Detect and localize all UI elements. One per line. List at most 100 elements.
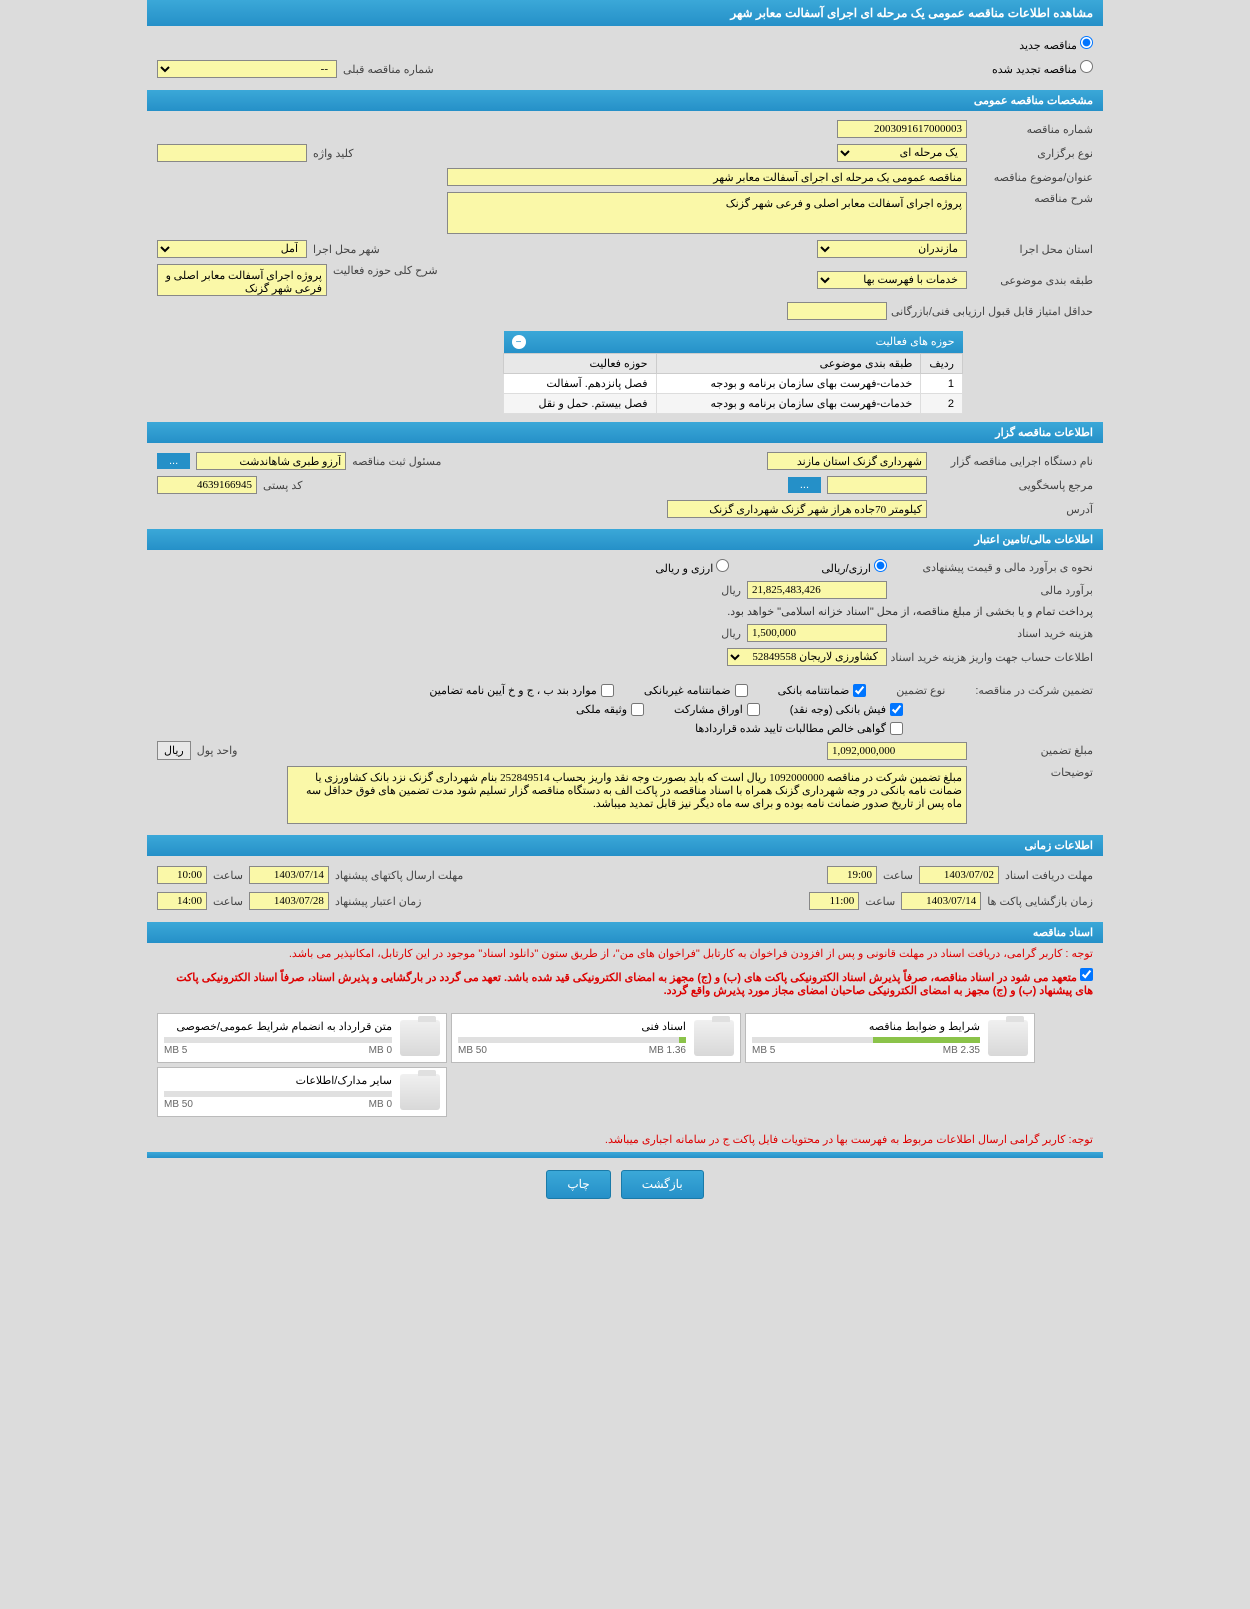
documents-notice-1: توجه : کاربر گرامی، دریافت اسناد در مهلت… bbox=[147, 943, 1103, 964]
doc-box[interactable]: شرایط و ضوابط مناقصه 2.35 MB5 MB bbox=[745, 1013, 1035, 1063]
subject-label: عنوان/موضوع مناقصه bbox=[973, 171, 1093, 184]
doc-box[interactable]: اسناد فنی 1.36 MB50 MB bbox=[451, 1013, 741, 1063]
responder-browse-button[interactable]: ... bbox=[788, 477, 821, 493]
guarantee-regulations-checkbox[interactable] bbox=[601, 684, 614, 697]
city-label: شهر محل اجرا bbox=[313, 243, 380, 256]
registrar-label: مسئول ثبت مناقصه bbox=[352, 455, 441, 468]
province-select[interactable]: مازندران bbox=[817, 240, 967, 258]
progress-bar bbox=[164, 1037, 392, 1043]
page-title: مشاهده اطلاعات مناقصه عمومی یک مرحله ای … bbox=[730, 6, 1093, 20]
guarantee-cash-item[interactable]: فیش بانکی (وجه نقد) bbox=[790, 703, 903, 716]
guarantee-type-label: نوع تضمین bbox=[896, 684, 945, 697]
doc-box[interactable]: سایر مدارک/اطلاعات 0 MB50 MB bbox=[157, 1067, 447, 1117]
tender-number-label: شماره مناقصه bbox=[973, 123, 1093, 136]
agency-input[interactable] bbox=[767, 452, 927, 470]
doc-deadline-time[interactable] bbox=[827, 866, 877, 884]
payment-note: پرداخت تمام و یا بخشی از مبلغ مناقصه، از… bbox=[157, 602, 1093, 621]
activities-table: حوزه های فعالیت − ردیف طبقه بندی موضوعی … bbox=[503, 331, 963, 414]
guarantee-bank-checkbox[interactable] bbox=[853, 684, 866, 697]
progress-fill bbox=[873, 1037, 980, 1043]
province-label: استان محل اجرا bbox=[973, 243, 1093, 256]
doc-box[interactable]: متن قرارداد به انضمام شرایط عمومی/خصوصی … bbox=[157, 1013, 447, 1063]
doc-cost-input[interactable] bbox=[747, 624, 887, 642]
proposal-deadline-date[interactable] bbox=[249, 866, 329, 884]
general-specs-section: شماره مناقصه نوع برگزاری یک مرحله ای کلی… bbox=[147, 111, 1103, 420]
opening-date[interactable] bbox=[901, 892, 981, 910]
page-title-bar: مشاهده اطلاعات مناقصه عمومی یک مرحله ای … bbox=[147, 0, 1103, 26]
prev-number-select[interactable]: -- bbox=[157, 60, 337, 78]
tender-number-input[interactable] bbox=[837, 120, 967, 138]
guarantee-bonds-checkbox[interactable] bbox=[747, 703, 760, 716]
activity-scope-label: شرح کلی حوزه فعالیت bbox=[333, 264, 438, 277]
estimate-label: برآورد مالی bbox=[893, 584, 1093, 597]
documents-notice-2: متعهد می شود در اسناد مناقصه، صرفاً پذیر… bbox=[147, 964, 1103, 1001]
guarantee-cash-checkbox[interactable] bbox=[890, 703, 903, 716]
city-select[interactable]: آمل bbox=[157, 240, 307, 258]
time-section: مهلت دریافت اسناد ساعت مهلت ارسال پاکتها… bbox=[147, 856, 1103, 920]
address-input[interactable] bbox=[667, 500, 927, 518]
guarantee-property-item[interactable]: وثیقه ملکی bbox=[576, 703, 644, 716]
renewed-tender-radio-label[interactable]: مناقصه تجدید شده bbox=[992, 60, 1093, 78]
rial-radio[interactable] bbox=[874, 559, 887, 572]
notes-textarea[interactable] bbox=[287, 766, 967, 824]
responder-input[interactable] bbox=[827, 476, 927, 494]
category-select[interactable]: خدمات با فهرست بها bbox=[817, 271, 967, 289]
documents-section: شرایط و ضوابط مناقصه 2.35 MB5 MB اسناد ف… bbox=[147, 1001, 1103, 1129]
both-radio-label[interactable]: ارزی و ریالی bbox=[655, 559, 729, 575]
currency-unit-value: ریال bbox=[157, 741, 191, 760]
guarantee-nonbank-item[interactable]: ضمانتنامه غیربانکی bbox=[644, 684, 748, 697]
keyword-label: کلید واژه bbox=[313, 147, 353, 160]
subject-input[interactable] bbox=[447, 168, 967, 186]
account-select[interactable]: کشاورزی لاریجان 52849558 bbox=[727, 648, 887, 666]
collapse-icon[interactable]: − bbox=[512, 335, 526, 349]
doc-title: متن قرارداد به انضمام شرایط عمومی/خصوصی bbox=[164, 1020, 392, 1033]
registrar-browse-button[interactable]: ... bbox=[157, 453, 190, 469]
validity-date[interactable] bbox=[249, 892, 329, 910]
guarantee-property-checkbox[interactable] bbox=[631, 703, 644, 716]
estimate-method-label: نحوه ی برآورد مالی و قیمت پیشنهادی bbox=[893, 561, 1093, 574]
both-radio[interactable] bbox=[716, 559, 729, 572]
folder-icon bbox=[400, 1020, 440, 1056]
postal-input[interactable] bbox=[157, 476, 257, 494]
min-score-label: حداقل امتیاز قابل قبول ارزیابی فنی/بازرگ… bbox=[893, 305, 1093, 318]
print-button[interactable]: چاپ bbox=[546, 1170, 610, 1199]
organizer-section: نام دستگاه اجرایی مناقصه گزار مسئول ثبت … bbox=[147, 443, 1103, 527]
keyword-input[interactable] bbox=[157, 144, 307, 162]
back-button[interactable]: بازگشت bbox=[621, 1170, 704, 1199]
notes-label: توضیحات bbox=[973, 766, 1093, 779]
guarantee-nonbank-checkbox[interactable] bbox=[735, 684, 748, 697]
guarantee-amount-label: مبلغ تضمین bbox=[973, 744, 1093, 757]
new-tender-radio-label[interactable]: مناقصه جدید bbox=[1019, 40, 1093, 52]
guarantee-claims-checkbox[interactable] bbox=[890, 722, 903, 735]
renewed-tender-radio[interactable] bbox=[1080, 60, 1093, 73]
min-score-input[interactable] bbox=[787, 302, 887, 320]
doc-cost-currency: ریال bbox=[721, 627, 741, 640]
folder-icon bbox=[988, 1020, 1028, 1056]
folder-icon bbox=[400, 1074, 440, 1110]
guarantee-regulations-item[interactable]: موارد بند ب ، ج و خ آیین نامه تضامین bbox=[429, 684, 613, 697]
validity-time[interactable] bbox=[157, 892, 207, 910]
table-row: 2 خدمات-فهرست بهای سازمان برنامه و بودجه… bbox=[504, 394, 963, 414]
col-category-header: طبقه بندی موضوعی bbox=[656, 354, 921, 374]
guarantee-bonds-item[interactable]: اوراق مشارکت bbox=[674, 703, 760, 716]
col-row-header: ردیف bbox=[921, 354, 963, 374]
type-select[interactable]: یک مرحله ای bbox=[837, 144, 967, 162]
proposal-deadline-time[interactable] bbox=[157, 866, 207, 884]
guarantee-amount-input[interactable] bbox=[827, 742, 967, 760]
guarantee-bank-item[interactable]: ضمانتنامه بانکی bbox=[778, 684, 867, 697]
registrar-input[interactable] bbox=[196, 452, 346, 470]
rial-radio-label[interactable]: ارزی/ریالی bbox=[821, 559, 887, 575]
description-textarea[interactable] bbox=[447, 192, 967, 234]
col-activity-header: حوزه فعالیت bbox=[504, 354, 657, 374]
documents-notice-3: توجه: کاربر گرامی ارسال اطلاعات مربوط به… bbox=[147, 1129, 1103, 1150]
doc-title: اسناد فنی bbox=[458, 1020, 686, 1033]
activity-scope-textarea[interactable] bbox=[157, 264, 327, 296]
commitment-checkbox[interactable] bbox=[1080, 968, 1093, 981]
validity-label: زمان اعتبار پیشنهاد bbox=[335, 895, 422, 908]
doc-deadline-date[interactable] bbox=[919, 866, 999, 884]
guarantee-claims-item[interactable]: گواهی خالص مطالبات تایید شده قراردادها bbox=[695, 722, 903, 735]
new-tender-radio[interactable] bbox=[1080, 36, 1093, 49]
opening-time[interactable] bbox=[809, 892, 859, 910]
organizer-header: اطلاعات مناقصه گزار bbox=[147, 422, 1103, 443]
estimate-input[interactable] bbox=[747, 581, 887, 599]
